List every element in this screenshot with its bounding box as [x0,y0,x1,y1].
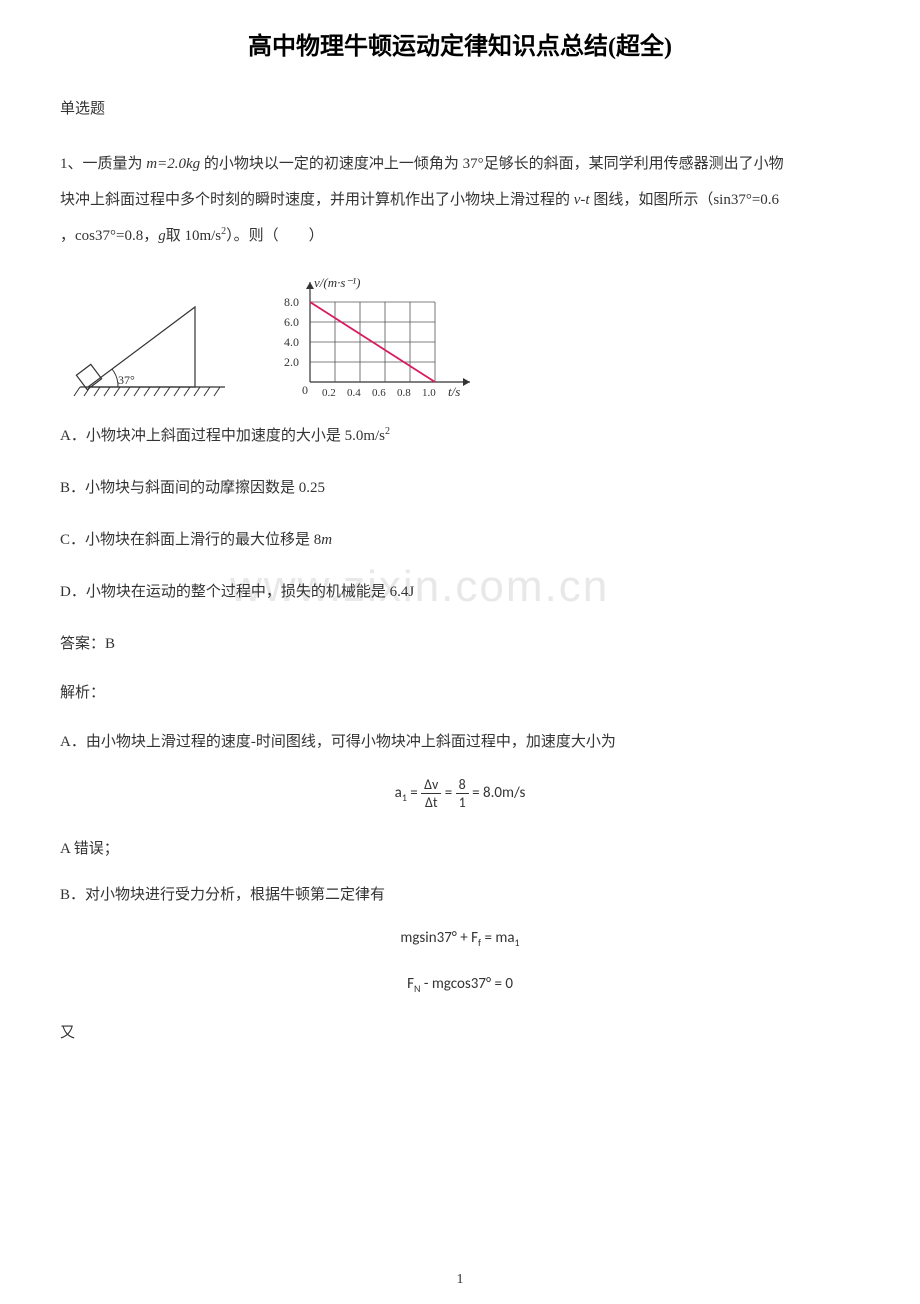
angle-label: 37° [118,373,135,387]
parse-also: 又 [60,1021,860,1045]
eq-a-rhs: = 8.0m/s [469,784,526,802]
vt-chart: 2.0 4.0 6.0 8.0 0 0.2 0.4 0.6 0.8 1.0 v/… [280,272,490,402]
section-label: 单选题 [60,97,860,118]
q-s4: 图线，如图所示（sin37°=0.6 [590,192,779,208]
answer-label: 答案： [60,636,105,652]
opt-c-text: C．小物块在斜面上滑行的最大位移是 8 [60,532,321,548]
svg-text:v/(m·s⁻¹): v/(m·s⁻¹) [314,275,361,290]
svg-text:8.0: 8.0 [284,295,299,309]
svg-text:6.0: 6.0 [284,315,299,329]
svg-text:0.4: 0.4 [347,387,361,399]
svg-text:t/s: t/s [448,384,460,399]
eq-b1-1: mgsin37° + [400,929,471,947]
eq-b1-F: F [471,929,478,947]
incline-diagram: 37° [70,292,230,402]
svg-text:2.0: 2.0 [284,355,299,369]
q-s6: 取 10m/s [166,228,221,244]
eq-b1-r: = m [481,929,507,947]
eq-a-f2n: 8 [456,776,469,794]
equation-a: a1 = ΔvΔt = 81 = 8.0m/s [60,776,860,811]
figure-row: 37° 2.0 4.0 6.0 8.0 0 0.2 0.4 0.6 0.8 1.… [70,272,860,402]
page-number: 1 [0,1272,920,1288]
q-mass: m=2.0kg [146,156,200,172]
svg-text:0.2: 0.2 [322,387,336,399]
opt-c-m: m [321,532,332,548]
parse-b: B．对小物块进行受力分析，根据牛顿第二定律有 [60,883,860,907]
eq-b2-r: - mgcos37° = 0 [420,975,512,993]
eq-b2-F: F [407,975,414,993]
q-s1: 一质量为 [83,156,143,172]
q-s2: 的小物块以一定的初速度冲上一倾角为 37°足够长的斜面，某同学利用传感器测出了小… [200,156,784,172]
page-title: 高中物理牛顿运动定律知识点总结(超全) [60,26,860,61]
answer: 答案：B [60,632,860,653]
question-stem: 1、一质量为 m=2.0kg 的小物块以一定的初速度冲上一倾角为 37°足够长的… [60,146,860,254]
svg-text:4.0: 4.0 [284,335,299,349]
q-s5: ，cos37°=0.8， [60,228,158,244]
option-c: C．小物块在斜面上滑行的最大位移是 8m [60,528,860,552]
equation-b1: mgsin37° + Ff = ma1 [60,929,860,949]
option-a: A．小物块冲上斜面过程中加速度的大小是 5.0m/s2 [60,424,860,448]
svg-text:1.0: 1.0 [422,387,436,399]
eq-a-f1n: Δv [421,776,441,794]
eq-a-f2d: 1 [456,794,469,811]
parse-label: 解析： [60,681,860,702]
q-g: g [158,228,166,244]
svg-text:0.6: 0.6 [372,387,386,399]
equation-b2: FN - mgcos37° = 0 [60,975,860,995]
option-b: B．小物块与斜面间的动摩擦因数是 0.25 [60,476,860,500]
q-s7: ）。则（ ） [226,228,324,244]
opt-a-sup: 2 [385,426,390,437]
eq-a-lhs: a [395,784,402,802]
parse-a: A．由小物块上滑过程的速度-时间图线，可得小物块冲上斜面过程中，加速度大小为 [60,730,860,754]
eq-a-eq2: = [441,784,455,802]
answer-value: B [105,636,115,652]
svg-text:0: 0 [302,383,308,397]
option-d: D．小物块在运动的整个过程中，损失的机械能是 6.4J [60,580,860,604]
parse-a-wrong: A 错误； [60,837,860,861]
eq-b1-asub: 1 [515,936,520,949]
eq-a-f1d: Δt [421,794,441,811]
svg-text:0.8: 0.8 [397,387,411,399]
q-num: 1、 [60,156,83,172]
opt-a-text: A．小物块冲上斜面过程中加速度的大小是 5.0m/s [60,428,385,444]
eq-b1-a: a [507,929,514,947]
q-s3: 块冲上斜面过程中多个时刻的瞬时速度，并用计算机作出了小物块上滑过程的 [60,192,574,208]
q-vt: v-t [574,192,590,208]
eq-a-eq1: = [407,784,421,802]
